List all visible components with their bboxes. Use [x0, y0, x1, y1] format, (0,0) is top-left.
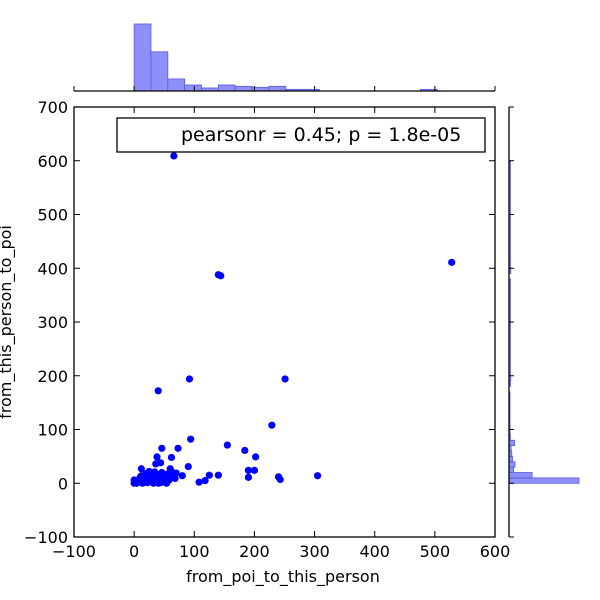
plot-frame — [73, 106, 496, 538]
x-tick-label: 0 — [129, 542, 139, 561]
scatter-point — [241, 446, 249, 455]
scatter-point — [171, 474, 179, 483]
scatter-point — [223, 441, 231, 449]
scatter-point — [130, 476, 138, 484]
x-axis-label: from_poi_to_this_person — [186, 567, 380, 587]
y-tick-label: −100 — [24, 528, 68, 547]
y-tick-label: 200 — [37, 367, 68, 386]
top-hist-bar — [167, 78, 186, 92]
x-tick-label: 300 — [299, 542, 330, 561]
top-hist-bar — [234, 85, 253, 92]
top-hist-bar — [217, 84, 236, 92]
top-hist-bar — [268, 85, 287, 92]
scatter-point — [137, 465, 145, 473]
scatter-point — [154, 387, 162, 395]
right-hist-bar — [508, 439, 515, 447]
scatter-point — [142, 469, 150, 478]
scatter-point — [205, 471, 213, 479]
scatter-point — [152, 460, 160, 468]
top-marginal-histogram — [73, 23, 496, 92]
scatter-point — [187, 435, 195, 443]
right-hist-bar — [508, 477, 580, 484]
scatter-point — [174, 444, 182, 452]
scatter-point — [184, 462, 192, 471]
top-hist-bar — [133, 23, 152, 92]
scatter-point — [276, 475, 284, 484]
scatter-point — [268, 421, 276, 429]
scatter-point — [170, 152, 178, 160]
x-tick-label: 400 — [359, 542, 390, 561]
x-tick-label: 500 — [420, 542, 451, 561]
scatter-point — [153, 453, 161, 461]
scatter-point — [164, 475, 172, 483]
y-tick-label: 700 — [37, 98, 68, 117]
scatter-point — [250, 466, 259, 474]
right-hist-bar — [508, 472, 533, 479]
annotation-text: pearsonr = 0.45; p = 1.8e-05 — [181, 124, 461, 146]
y-tick-label: 300 — [37, 313, 68, 332]
scatter-point — [178, 472, 186, 480]
x-tick-label: 200 — [239, 542, 270, 561]
scatter-point — [252, 453, 260, 461]
x-tick-label: 100 — [179, 542, 210, 561]
annotation-frame — [116, 117, 486, 153]
y-tick-label: 600 — [37, 152, 68, 171]
scatter-point — [167, 453, 176, 462]
scatter-point — [185, 375, 194, 383]
scatter-axes: −100 0 100 200 300 400 500 600 −100 0 100 200 300 400… — [24, 98, 510, 561]
top-hist-bar — [184, 84, 202, 92]
right-marginal-histogram — [508, 106, 580, 538]
x-tick-label: 600 — [480, 542, 511, 561]
scatter-point — [244, 466, 253, 474]
scatter-point — [214, 471, 222, 479]
y-tick-label: 400 — [37, 259, 68, 278]
right-hist-bar — [508, 461, 516, 468]
annotation-box: pearsonr = 0.45; p = 1.8e-05 — [116, 117, 486, 153]
y-axis-label: from_this_person_to_poi — [0, 225, 16, 419]
scatter-point — [448, 258, 456, 266]
scatter-point — [244, 473, 253, 481]
scatter-point — [148, 471, 156, 479]
scatter-point — [158, 468, 166, 477]
scatter-point — [313, 472, 322, 480]
top-hist-bar — [150, 51, 169, 92]
scatter-point — [195, 478, 203, 486]
y-tick-label: 0 — [58, 474, 68, 493]
scatter-point — [158, 444, 166, 452]
scatter-point — [217, 272, 225, 280]
y-tick-label: 500 — [37, 206, 68, 225]
y-tick-label: 100 — [37, 421, 68, 440]
scatter-point — [167, 467, 176, 476]
x-tick-label: −100 — [52, 542, 96, 561]
scatter-point — [201, 476, 209, 485]
scatter-point — [281, 375, 289, 383]
right-hist-bar — [508, 466, 514, 473]
